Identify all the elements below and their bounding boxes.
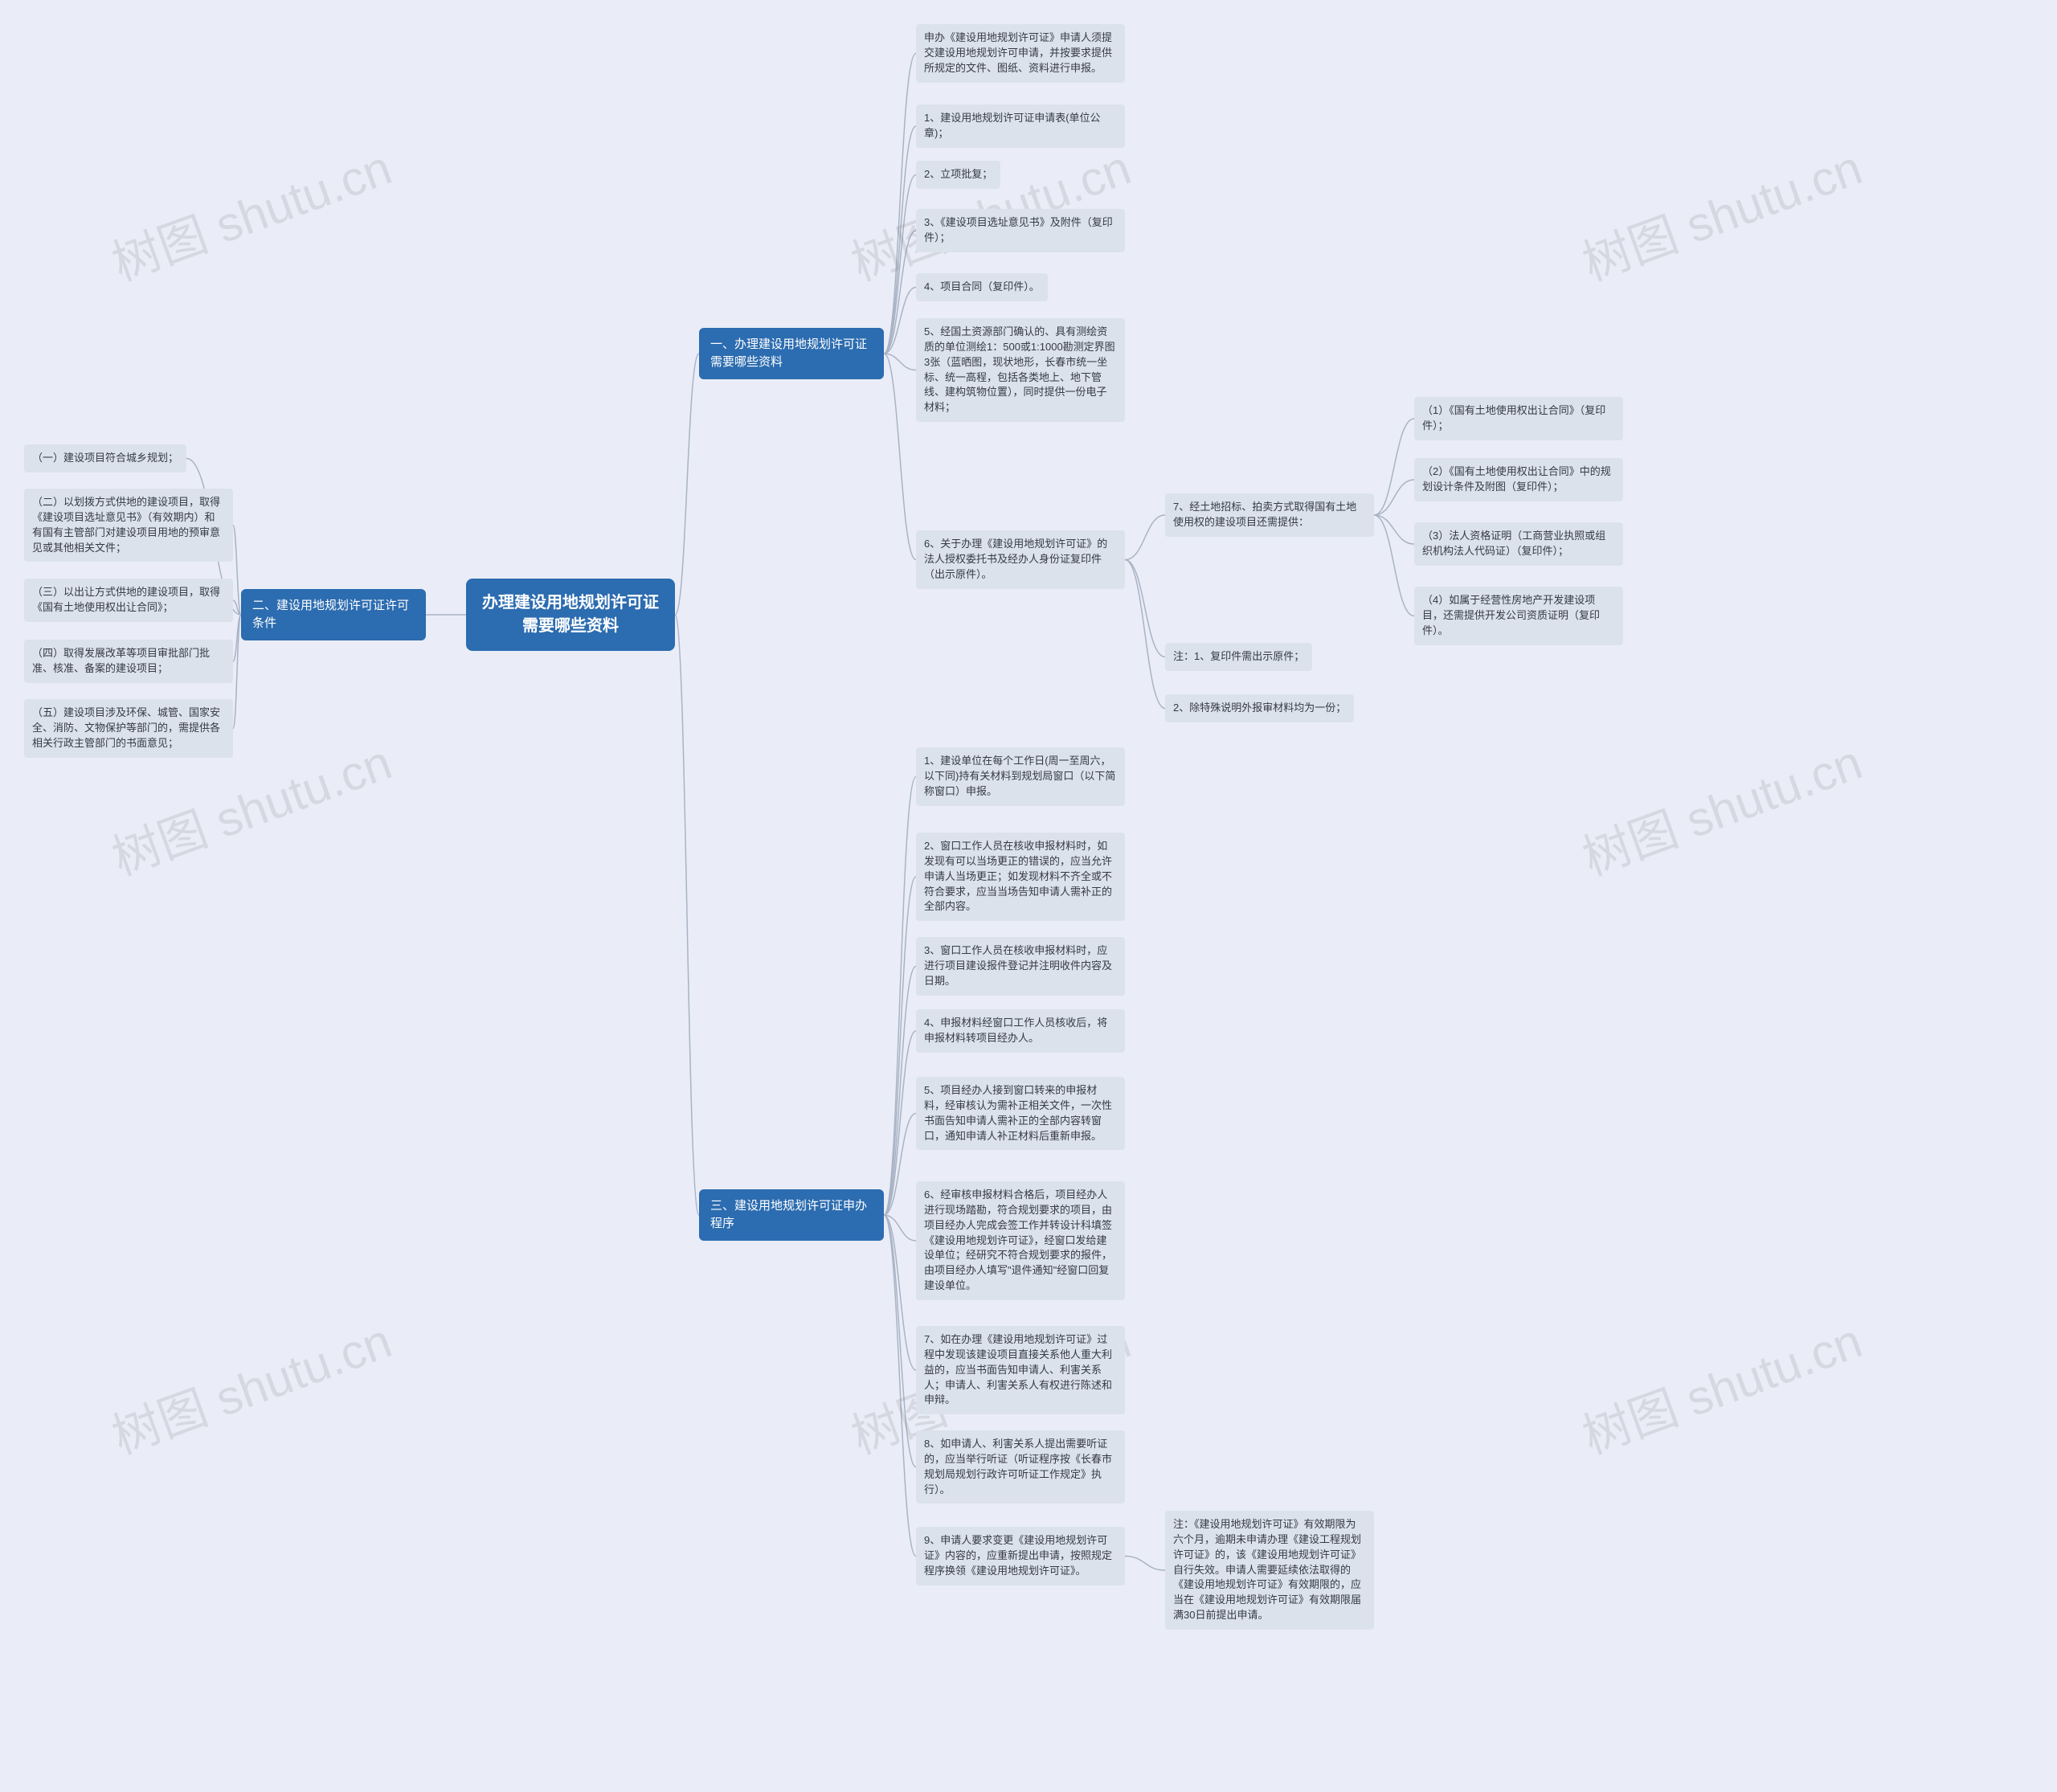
b3-leaf-6: 7、如在办理《建设用地规划许可证》过程中发现该建设项目直接关系他人重大利益的，应… xyxy=(916,1326,1125,1414)
b1-leaf-6-0-0: （1）《国有土地使用权出让合同》（复印件）； xyxy=(1414,397,1623,440)
b1-leaf-5: 5、经国土资源部门确认的、具有测绘资质的单位测绘1：500或1:1000勘测定界… xyxy=(916,318,1125,422)
b2-leaf-4: （五）建设项目涉及环保、城管、国家安全、消防、文物保护等部门的，需提供各相关行政… xyxy=(24,699,233,758)
b1-leaf-6-0: 7、经土地招标、拍卖方式取得国有土地使用权的建设项目还需提供： xyxy=(1165,493,1374,537)
b2-leaf-2: （三）以出让方式供地的建设项目，取得《国有土地使用权出让合同》； xyxy=(24,579,233,622)
b1-leaf-3: 3、《建设项目选址意见书》及附件（复印件）； xyxy=(916,209,1125,252)
b3-leaf-0: 1、建设单位在每个工作日(周一至周六，以下同)持有关材料到规划局窗口（以下简称窗… xyxy=(916,747,1125,806)
b2-leaf-0: （一）建设项目符合城乡规划； xyxy=(24,444,186,473)
b1-leaf-6-0-2: （3）法人资格证明（工商营业执照或组织机构法人代码证）（复印件）； xyxy=(1414,522,1623,566)
b3-leaf-4: 5、项目经办人接到窗口转来的申报材料，经审核认为需补正相关文件，一次性书面告知申… xyxy=(916,1077,1125,1150)
b3-leaf-1: 2、窗口工作人员在核收申报材料时，如发现有可以当场更正的错误的，应当允许申请人当… xyxy=(916,833,1125,921)
b3-leaf-3: 4、申报材料经窗口工作人员核收后，将申报材料转项目经办人。 xyxy=(916,1009,1125,1053)
b2-leaf-1: （二）以划拨方式供地的建设项目，取得《建设项目选址意见书》（有效期内）和有国有主… xyxy=(24,489,233,562)
b1-leaf-1: 1、建设用地规划许可证申请表(单位公章)； xyxy=(916,104,1125,148)
watermark: 树图 shutu.cn xyxy=(101,1302,399,1467)
b1-leaf-2: 2、立项批复； xyxy=(916,161,1000,189)
branch-2: 二、建设用地规划许可证许可条件 xyxy=(241,589,426,640)
watermark: 树图 shutu.cn xyxy=(1572,1302,1870,1467)
watermark: 树图 shutu.cn xyxy=(101,129,399,294)
b3-leaf-8-0: 注：《建设用地规划许可证》有效期限为六个月，逾期未申请办理《建设工程规划许可证》… xyxy=(1165,1511,1374,1630)
b3-leaf-5: 6、经审核申报材料合格后，项目经办人进行现场踏勘，符合规划要求的项目，由项目经办… xyxy=(916,1181,1125,1300)
b1-leaf-6-0-3: （4）如属于经营性房地产开发建设项目，还需提供开发公司资质证明（复印件）。 xyxy=(1414,587,1623,645)
watermark: 树图 shutu.cn xyxy=(1572,723,1870,889)
b1-leaf-6-2: 2、除特殊说明外报审材料均为一份； xyxy=(1165,694,1354,722)
branch-1: 一、办理建设用地规划许可证需要哪些资料 xyxy=(699,328,884,379)
b1-leaf-6-1: 注：1、复印件需出示原件； xyxy=(1165,643,1312,671)
root-node: 办理建设用地规划许可证 需要哪些资料 xyxy=(466,579,675,651)
b3-leaf-7: 8、如申请人、利害关系人提出需要听证的，应当举行听证（听证程序按《长春市规划局规… xyxy=(916,1430,1125,1504)
b1-leaf-6-0-1: （2）《国有土地使用权出让合同》中的规划设计条件及附图（复印件）； xyxy=(1414,458,1623,501)
b1-leaf-4: 4、项目合同（复印件）。 xyxy=(916,273,1048,301)
b3-leaf-2: 3、窗口工作人员在核收申报材料时，应进行项目建设报件登记并注明收件内容及日期。 xyxy=(916,937,1125,996)
mindmap-container: 树图 shutu.cn 树图 shutu.cn 树图 shutu.cn 树图 shut… xyxy=(0,0,2057,1792)
b2-leaf-3: （四）取得发展改革等项目审批部门批准、核准、备案的建设项目； xyxy=(24,640,233,683)
watermark: 树图 shutu.cn xyxy=(1572,129,1870,294)
b3-leaf-8: 9、申请人要求变更《建设用地规划许可证》内容的，应重新提出申请，按照规定程序换领… xyxy=(916,1527,1125,1585)
b1-leaf-0: 申办《建设用地规划许可证》申请人须提交建设用地规划许可申请，并按要求提供所规定的… xyxy=(916,24,1125,83)
branch-3: 三、建设用地规划许可证申办程序 xyxy=(699,1189,884,1241)
b1-leaf-6: 6、关于办理《建设用地规划许可证》的法人授权委托书及经办人身份证复印件（出示原件… xyxy=(916,530,1125,589)
